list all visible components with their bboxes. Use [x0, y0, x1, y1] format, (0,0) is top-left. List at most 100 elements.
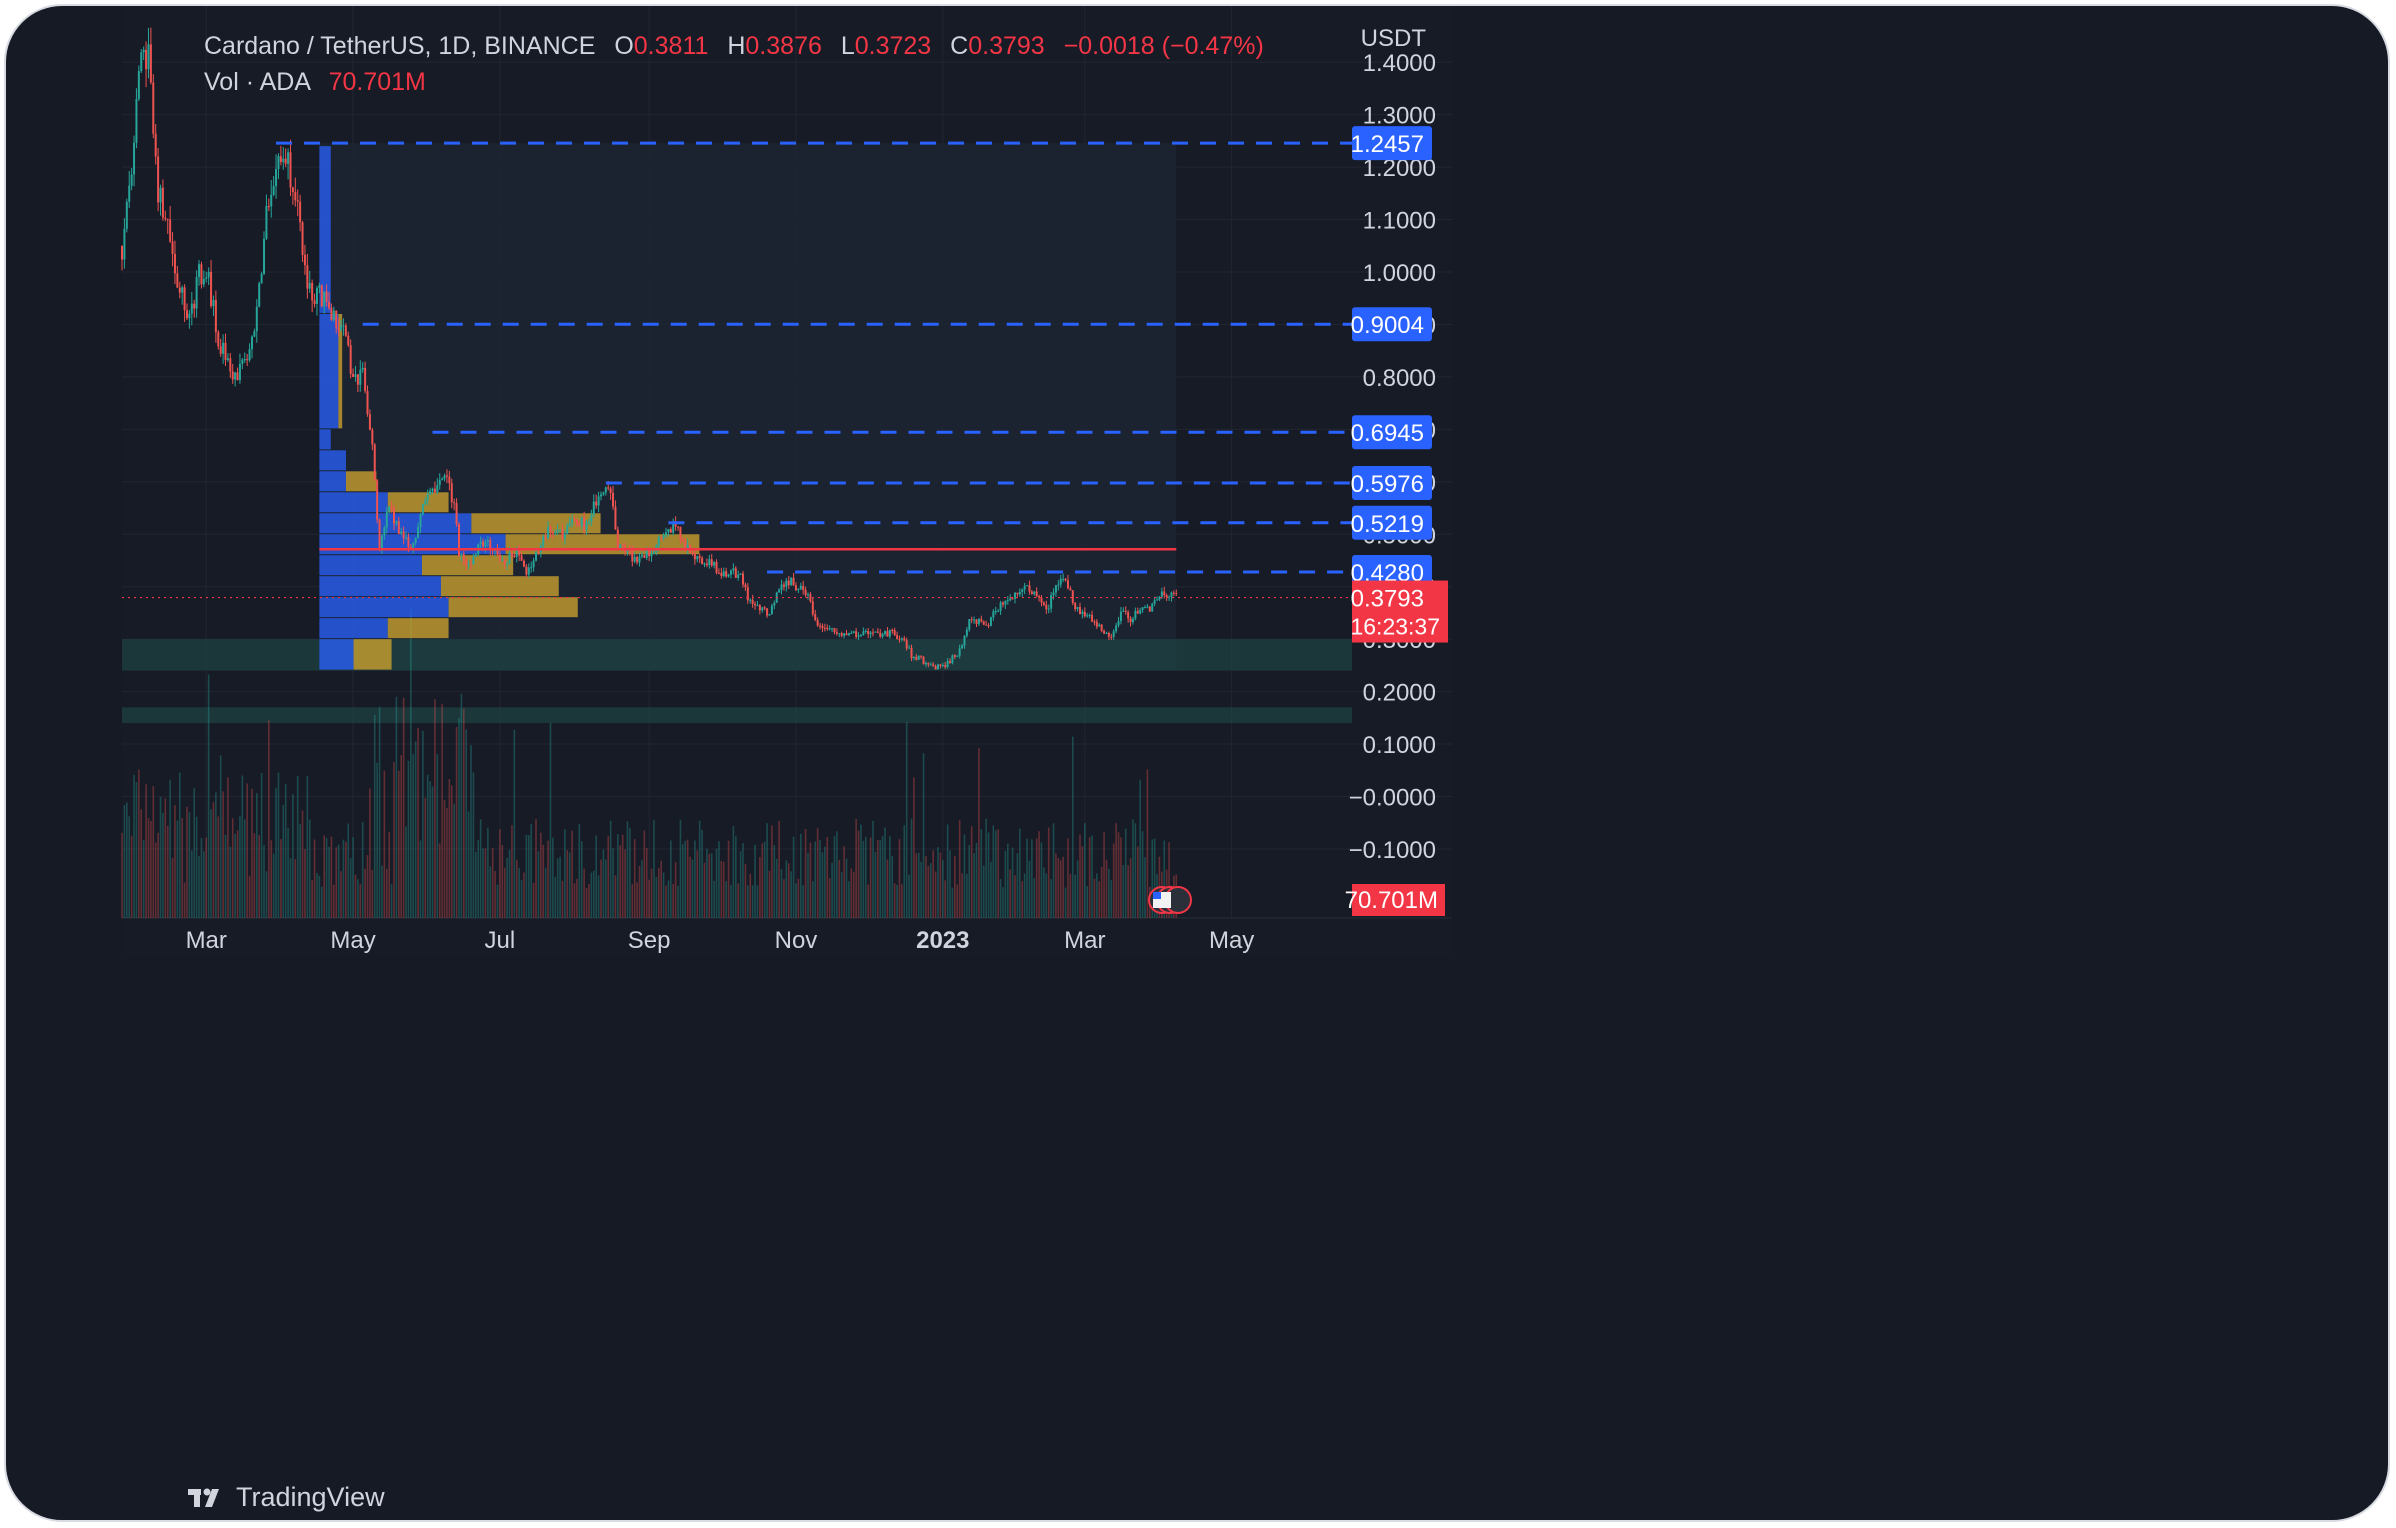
candle-body	[833, 628, 836, 633]
volume-bar	[340, 871, 342, 918]
candle-body	[320, 285, 323, 307]
volume-bar	[477, 840, 480, 918]
volume-bar	[1093, 878, 1096, 918]
volume-bar	[802, 885, 804, 918]
volume-bar	[236, 830, 239, 918]
volume-bar	[682, 843, 684, 918]
volume-bar	[843, 846, 845, 918]
volume-bar	[987, 832, 990, 918]
volume-bar	[229, 846, 232, 918]
volume-bar	[335, 847, 338, 918]
candle-body	[121, 245, 123, 260]
legend-volume-label[interactable]: Vol · ADA	[204, 68, 310, 96]
candle-body	[920, 655, 923, 657]
candle-body	[807, 594, 810, 596]
candle-body	[195, 277, 198, 309]
volume-bar	[195, 816, 198, 918]
volume-profile-up-6	[319, 513, 472, 534]
volume-profile-up-5	[319, 492, 388, 513]
volume-bar	[554, 876, 557, 918]
candle-body	[1172, 592, 1175, 594]
volume-bar	[744, 864, 747, 918]
volume-bar	[643, 830, 646, 918]
volume-bar	[1006, 843, 1009, 918]
volume-bar	[605, 859, 607, 918]
volume-bar	[547, 840, 549, 918]
candle-body	[542, 536, 545, 546]
volume-bar	[1124, 828, 1127, 918]
volume-bar	[725, 881, 727, 918]
tradingview-brand[interactable]: TradingView	[188, 1482, 385, 1513]
candle-body	[166, 218, 169, 220]
volume-bar	[951, 887, 954, 918]
candle-body	[580, 516, 583, 527]
volume-bar	[1026, 838, 1028, 918]
candle-body	[145, 49, 148, 70]
volume-bar	[282, 804, 285, 918]
volume-bar	[956, 884, 959, 918]
volume-bar	[814, 841, 817, 918]
candle-body	[133, 142, 136, 175]
candle-body	[1054, 585, 1057, 593]
volume-bar	[1074, 874, 1076, 918]
candle-body	[337, 327, 340, 331]
candle-body	[479, 541, 482, 545]
volume-bar	[463, 708, 465, 918]
volume-bar	[1059, 860, 1062, 918]
volume-bar	[1011, 847, 1014, 918]
candle-body	[371, 429, 374, 445]
volume-bar	[795, 883, 797, 918]
candle-body	[754, 603, 757, 606]
candle-body	[927, 662, 930, 665]
volume-bar	[879, 840, 882, 918]
volume-bar	[1031, 839, 1033, 918]
volume-bar	[1043, 867, 1045, 918]
volume-bar	[1168, 842, 1170, 918]
volume-bar	[410, 609, 412, 918]
volume-bar	[243, 819, 246, 918]
price-axis-tick: 0.1000	[1363, 732, 1436, 759]
volume-bar	[877, 840, 879, 918]
volume-bar	[487, 827, 489, 918]
candle-body	[1098, 624, 1101, 627]
candle-body	[551, 531, 554, 534]
volume-bar	[689, 856, 691, 918]
chart-canvas[interactable]: 1.40001.30001.20001.10001.00000.90000.80…	[6, 6, 2390, 1522]
candle-body	[561, 529, 564, 539]
candle-body	[380, 535, 383, 550]
candle-body	[616, 529, 619, 549]
volume-bar	[369, 788, 371, 918]
candle-body	[737, 574, 740, 578]
volume-bar	[215, 792, 217, 918]
volume-bar	[311, 879, 313, 918]
volume-bar	[576, 878, 578, 918]
candle-body	[450, 483, 453, 503]
volume-bar	[730, 885, 732, 918]
candle-body	[392, 508, 395, 524]
volume-profile-down-9	[440, 576, 559, 597]
volume-bar	[619, 845, 622, 918]
candle-body	[1004, 600, 1007, 605]
candle-body	[349, 345, 352, 374]
candle-body	[934, 666, 937, 670]
volume-bar	[414, 741, 417, 918]
volume-bar	[910, 818, 913, 918]
candle-body	[980, 619, 983, 622]
volume-bar	[1079, 834, 1081, 918]
volume-bar	[710, 853, 713, 918]
candle-body	[325, 291, 328, 302]
volume-bar	[417, 727, 419, 918]
volume-bar	[804, 829, 807, 918]
candle-body	[407, 537, 410, 548]
volume-bar	[720, 860, 723, 918]
legend-symbol[interactable]: Cardano / TetherUS, 1D, BINANCE	[204, 32, 596, 60]
volume-bar	[393, 761, 395, 918]
volume-bar	[518, 867, 520, 918]
volume-bar	[629, 827, 631, 918]
candle-body	[609, 488, 612, 493]
candle-body	[905, 640, 908, 649]
candle-body	[200, 264, 203, 285]
candle-body	[958, 648, 961, 656]
candle-body	[426, 494, 429, 501]
volume-label: 70.701M	[1345, 887, 1438, 914]
